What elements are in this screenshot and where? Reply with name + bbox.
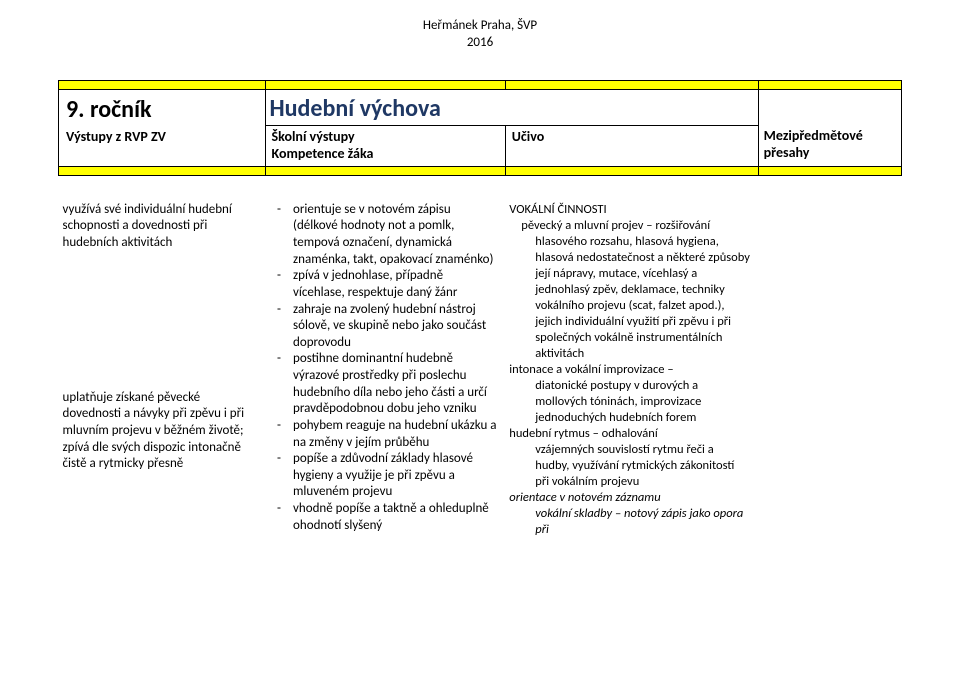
- yellow-filler-top: [59, 80, 902, 89]
- col2-item: zpívá v jednohlase, případně vícehlase, …: [269, 268, 497, 301]
- header-line-1: Heřmánek Praha, ŠVP: [58, 18, 902, 35]
- col2-item: vhodně popíše a taktně a ohleduplně ohod…: [269, 501, 497, 534]
- col3-b3-lead: hudební rytmus – odhalování: [509, 426, 750, 442]
- col3-label: Učivo: [512, 128, 544, 145]
- col3-b3-body: vzájemných souvislostí rytmu řeči a hudb…: [509, 442, 750, 490]
- col2-label-b: Kompetence žáka: [272, 145, 374, 162]
- yellow-filler-bottom: [59, 166, 902, 175]
- content-row: využívá své individuální hudební schopno…: [59, 175, 902, 538]
- col1-p1: využívá své individuální hudební schopno…: [63, 202, 258, 252]
- col1-label: Výstupy z RVP ZV: [60, 126, 264, 149]
- col3-b4-lead: orientace v notovém záznamu: [509, 490, 750, 506]
- col2-label-a: Školní výstupy: [272, 128, 355, 145]
- col1-content: využívá své individuální hudební schopno…: [59, 175, 266, 538]
- header-row: 9. ročník Výstupy z RVP ZV Hudební výcho…: [59, 89, 902, 125]
- col4-content: [758, 175, 901, 538]
- col3-b2-body: diatonické postupy v durových a mollovýc…: [509, 378, 750, 426]
- col3-b1-body: hlasového rozsahu, hlasová hygiena, hlas…: [509, 234, 750, 362]
- col2-list: orientuje se v notovém zápisu (délkové h…: [269, 202, 497, 535]
- grade-label: 9. ročník: [60, 91, 264, 126]
- col2-item: pohybem reaguje na hudební ukázku a na z…: [269, 418, 497, 451]
- curriculum-table: 9. ročník Výstupy z RVP ZV Hudební výcho…: [58, 80, 902, 538]
- col3-b2-lead: intonace a vokální improvizace –: [509, 362, 750, 378]
- col3-b1-lead: pěvecký a mluvní projev – rozšiřování: [509, 218, 750, 234]
- col2-content: orientuje se v notovém zápisu (délkové h…: [265, 175, 505, 538]
- header-line-2: 2016: [58, 35, 902, 52]
- running-header: Heřmánek Praha, ŠVP 2016: [58, 18, 902, 52]
- col2-item: zahraje na zvolený hudební nástroj sólov…: [269, 302, 497, 352]
- col4-label: Mezipředmětové přesahy: [760, 127, 900, 165]
- col2-item: postihne dominantní hudebně výrazové pro…: [269, 351, 497, 418]
- page: Heřmánek Praha, ŠVP 2016 9. ročník Výstu…: [0, 0, 960, 688]
- col3-content: VOKÁLNÍ ČINNOSTI pěvecký a mluvní projev…: [505, 175, 758, 538]
- col2-item: orientuje se v notovém zápisu (délkové h…: [269, 202, 497, 269]
- col2-item: popíše a zdůvodní základy hlasové hygien…: [269, 451, 497, 501]
- col3-b4-body: vokální skladby – notový zápis jako opor…: [509, 506, 750, 538]
- col1-p2: uplatňuje získané pěvecké dovednosti a n…: [63, 390, 258, 473]
- col3-heading: VOKÁLNÍ ČINNOSTI: [509, 202, 750, 218]
- subject-title: Hudební výchova: [265, 89, 758, 125]
